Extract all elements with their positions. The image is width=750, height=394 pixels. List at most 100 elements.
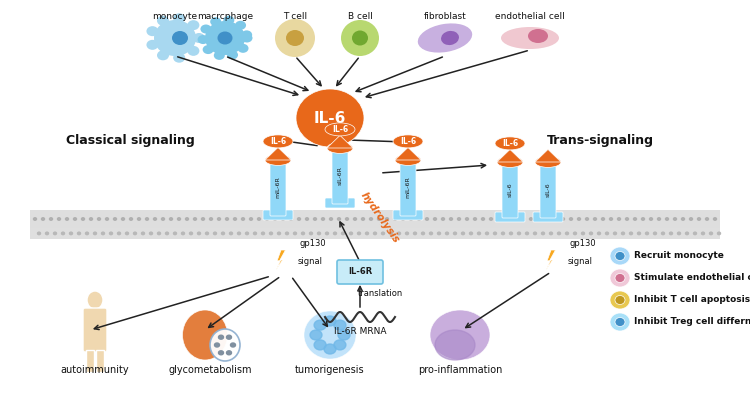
Ellipse shape	[50, 218, 52, 220]
Ellipse shape	[293, 232, 296, 235]
Text: IL-6R: IL-6R	[348, 268, 372, 277]
FancyBboxPatch shape	[83, 308, 107, 352]
Ellipse shape	[422, 232, 424, 235]
Ellipse shape	[490, 218, 493, 220]
Ellipse shape	[617, 218, 620, 220]
Ellipse shape	[334, 340, 346, 350]
Ellipse shape	[206, 232, 209, 235]
Ellipse shape	[98, 218, 100, 220]
Ellipse shape	[197, 35, 208, 44]
Ellipse shape	[310, 330, 322, 340]
Ellipse shape	[146, 26, 158, 36]
Text: hydrolysis: hydrolysis	[358, 191, 401, 245]
Ellipse shape	[562, 218, 565, 220]
Ellipse shape	[478, 232, 481, 235]
Polygon shape	[276, 250, 286, 270]
Ellipse shape	[425, 218, 428, 220]
Ellipse shape	[470, 232, 472, 235]
Ellipse shape	[395, 154, 421, 165]
Ellipse shape	[197, 232, 200, 235]
Ellipse shape	[662, 232, 664, 235]
Text: sIL-6: sIL-6	[545, 182, 550, 197]
Ellipse shape	[382, 232, 385, 235]
Ellipse shape	[338, 330, 350, 340]
FancyBboxPatch shape	[533, 212, 563, 222]
Ellipse shape	[305, 218, 308, 220]
Ellipse shape	[110, 232, 112, 235]
Ellipse shape	[650, 218, 652, 220]
Ellipse shape	[238, 44, 248, 53]
Text: sIL-6: sIL-6	[508, 182, 512, 197]
Ellipse shape	[214, 232, 217, 235]
Ellipse shape	[615, 296, 625, 305]
Ellipse shape	[418, 23, 472, 52]
Ellipse shape	[182, 232, 184, 235]
Ellipse shape	[172, 31, 188, 45]
Ellipse shape	[157, 50, 169, 60]
Ellipse shape	[142, 232, 145, 235]
Ellipse shape	[590, 232, 592, 235]
Text: IL-6: IL-6	[270, 137, 286, 146]
Ellipse shape	[535, 156, 561, 167]
Text: glycometabolism: glycometabolism	[168, 365, 252, 375]
Ellipse shape	[641, 218, 644, 220]
Ellipse shape	[634, 218, 637, 220]
Text: gp130: gp130	[300, 238, 327, 247]
Ellipse shape	[245, 232, 248, 235]
Ellipse shape	[526, 232, 529, 235]
Ellipse shape	[615, 318, 625, 327]
Ellipse shape	[430, 310, 490, 360]
Ellipse shape	[401, 218, 404, 220]
Ellipse shape	[238, 232, 241, 235]
Ellipse shape	[224, 16, 234, 25]
Text: gp130: gp130	[570, 238, 597, 247]
Ellipse shape	[698, 218, 700, 220]
Text: Recruit monocyte: Recruit monocyte	[634, 251, 724, 260]
Ellipse shape	[265, 154, 291, 165]
Ellipse shape	[398, 232, 400, 235]
Ellipse shape	[89, 218, 92, 220]
Ellipse shape	[518, 232, 520, 235]
Ellipse shape	[286, 30, 304, 46]
Ellipse shape	[269, 232, 272, 235]
Ellipse shape	[193, 33, 205, 43]
Ellipse shape	[605, 232, 608, 235]
Text: tumorigenesis: tumorigenesis	[296, 365, 364, 375]
Ellipse shape	[441, 31, 459, 45]
Ellipse shape	[358, 232, 361, 235]
Ellipse shape	[473, 218, 476, 220]
Ellipse shape	[298, 218, 301, 220]
Ellipse shape	[374, 232, 376, 235]
Ellipse shape	[226, 218, 229, 220]
Ellipse shape	[353, 218, 356, 220]
Ellipse shape	[290, 218, 292, 220]
Ellipse shape	[214, 343, 220, 347]
Ellipse shape	[545, 218, 548, 220]
Ellipse shape	[334, 320, 346, 330]
Ellipse shape	[629, 232, 632, 235]
Ellipse shape	[497, 156, 523, 167]
Ellipse shape	[346, 218, 349, 220]
Ellipse shape	[495, 137, 525, 150]
Ellipse shape	[461, 232, 464, 235]
Ellipse shape	[362, 218, 364, 220]
Ellipse shape	[389, 232, 392, 235]
Text: mIL-6R: mIL-6R	[406, 177, 410, 198]
Ellipse shape	[365, 232, 368, 235]
Ellipse shape	[200, 24, 211, 33]
Polygon shape	[265, 147, 291, 160]
Ellipse shape	[665, 218, 668, 220]
Ellipse shape	[569, 218, 572, 220]
Text: sIL-6R: sIL-6R	[338, 166, 343, 185]
Ellipse shape	[217, 218, 220, 220]
Ellipse shape	[614, 232, 616, 235]
Ellipse shape	[377, 218, 380, 220]
Ellipse shape	[435, 330, 475, 360]
Ellipse shape	[682, 218, 685, 220]
Ellipse shape	[278, 232, 280, 235]
Ellipse shape	[615, 273, 625, 282]
Ellipse shape	[125, 232, 128, 235]
Ellipse shape	[449, 218, 452, 220]
Ellipse shape	[602, 218, 604, 220]
Ellipse shape	[188, 20, 200, 30]
